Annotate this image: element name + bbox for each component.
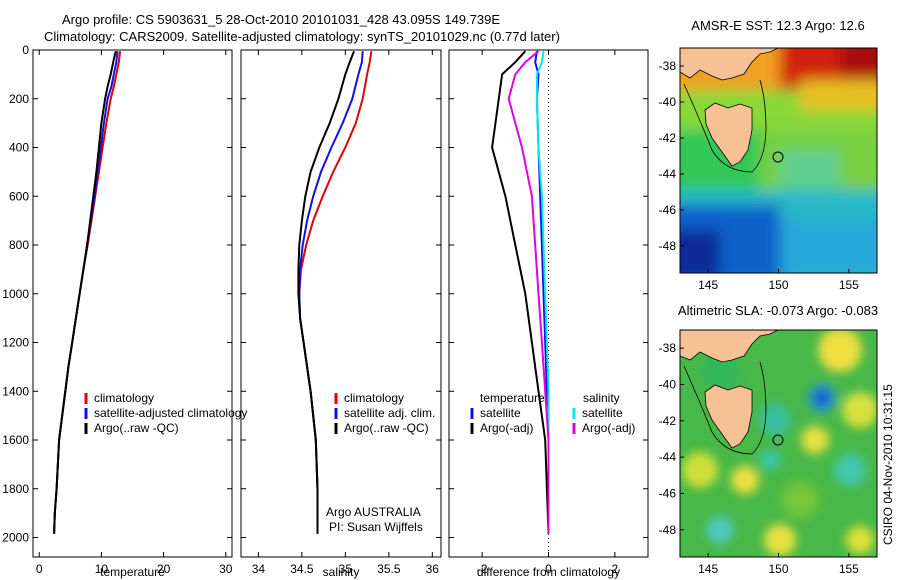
plot-frame: [32, 49, 233, 558]
sst-argo-marker: [772, 151, 784, 163]
y-tick-label: 2000: [2, 531, 29, 545]
legend-label: satellite: [582, 406, 623, 420]
series-line: [297, 50, 355, 534]
y-tick-label: 1600: [2, 433, 29, 447]
x-axis-label: salinity: [323, 565, 360, 579]
y-tick-label: 200: [9, 92, 29, 106]
map-x-tick-label: 155: [839, 278, 859, 292]
map-x-tick-label: 145: [698, 562, 718, 576]
sla-argo-marker: [772, 434, 784, 446]
y-tick-label: 800: [9, 238, 29, 252]
x-tick-label: 34: [252, 562, 266, 576]
figure-title-line2: Climatology: CARS2009. Satellite-adjuste…: [44, 29, 560, 44]
map-y-tick-label: -48: [659, 239, 677, 253]
map-y-tick-label: -44: [659, 450, 677, 464]
legend-label: climatology: [344, 391, 404, 405]
y-tick-label: 1000: [2, 287, 29, 301]
legend-label: Argo(..raw -QC): [94, 421, 179, 435]
series-line: [53, 51, 122, 534]
x-tick-label: 36: [426, 562, 440, 576]
series-line: [53, 51, 119, 534]
map-y-tick-label: -46: [659, 486, 677, 500]
x-tick-label: 0: [545, 562, 552, 576]
map-x-tick-label: 145: [698, 278, 718, 292]
annotation-line: PI: Susan Wijffels: [329, 520, 423, 534]
y-tick-label: 1400: [2, 384, 29, 398]
legend-label: satellite-adjusted climatology: [94, 406, 247, 420]
sla-map-title: Altimetric SLA: -0.073 Argo: -0.083: [678, 303, 878, 318]
legend-title: salinity: [583, 391, 620, 405]
annotation-line: Argo AUSTRALIA: [326, 505, 421, 519]
map-y-tick-label: -44: [659, 167, 677, 181]
y-tick-label: 1800: [2, 482, 29, 496]
map-y-tick-label: -46: [659, 203, 677, 217]
x-tick-label: -2: [477, 562, 488, 576]
series-line: [535, 51, 550, 534]
x-axis-label: temperature: [100, 565, 165, 579]
y-tick-label: 1200: [2, 336, 29, 350]
plot-frame: [240, 49, 442, 558]
legend-label: Argo(-adj): [480, 421, 533, 435]
x-tick-label: 30: [219, 562, 233, 576]
y-tick-label: 0: [22, 43, 29, 57]
map-y-tick-label: -40: [659, 377, 677, 391]
legend-label: Argo(-adj): [582, 421, 635, 435]
y-tick-label: 400: [9, 141, 29, 155]
legend-title: temperature: [480, 391, 545, 405]
map-x-tick-label: 150: [768, 562, 788, 576]
sla-map-coastline: [680, 330, 784, 455]
sla-map: [680, 330, 877, 557]
x-tick-label: 20: [157, 562, 171, 576]
x-axis-label: difference from climatology: [477, 565, 620, 579]
legend-label: satellite: [480, 406, 521, 420]
timestamp-label: CSIRO 04-Nov-2010 10:31:15: [881, 384, 895, 545]
map-x-tick-label: 150: [768, 278, 788, 292]
series-line: [298, 51, 373, 534]
series-line: [298, 51, 364, 534]
sst-map: [680, 48, 877, 273]
figure-title-line1: Argo profile: CS 5903631_5 28-Oct-2010 2…: [62, 12, 500, 27]
legend-label: Argo(..raw -QC): [344, 421, 429, 435]
x-tick-label: 10: [95, 562, 109, 576]
series-line: [491, 50, 550, 534]
x-tick-label: 0: [36, 562, 43, 576]
series-line: [507, 50, 550, 534]
legend-label: climatology: [94, 391, 154, 405]
map-y-tick-label: -42: [659, 414, 677, 428]
x-tick-label: 2: [611, 562, 618, 576]
series-line: [53, 50, 117, 534]
map-y-tick-label: -42: [659, 131, 677, 145]
map-y-tick-label: -38: [659, 59, 677, 73]
x-tick-label: 34.5: [290, 562, 314, 576]
temperature-profile-plot: 0 10 20 30 temperature 0 200 400 600 800 1000 1200 1…: [2, 43, 247, 579]
legend-label: satellite adj. clim.: [344, 406, 435, 420]
map-x-tick-label: 155: [839, 562, 859, 576]
map-y-tick-label: -40: [659, 95, 677, 109]
y-tick-label: 600: [9, 189, 29, 203]
sst-map-title: AMSR-E SST: 12.3 Argo: 12.6: [691, 18, 864, 33]
x-tick-label: 35.5: [377, 562, 401, 576]
salinity-profile-plot: 34 34.5 35 35.5 36 salinity climatologysatelli…: [240, 49, 442, 579]
sst-map-coastline: [680, 48, 784, 173]
x-tick-label: 35: [339, 562, 353, 576]
map-y-tick-label: -48: [659, 523, 677, 537]
map-y-tick-label: -38: [659, 341, 677, 355]
